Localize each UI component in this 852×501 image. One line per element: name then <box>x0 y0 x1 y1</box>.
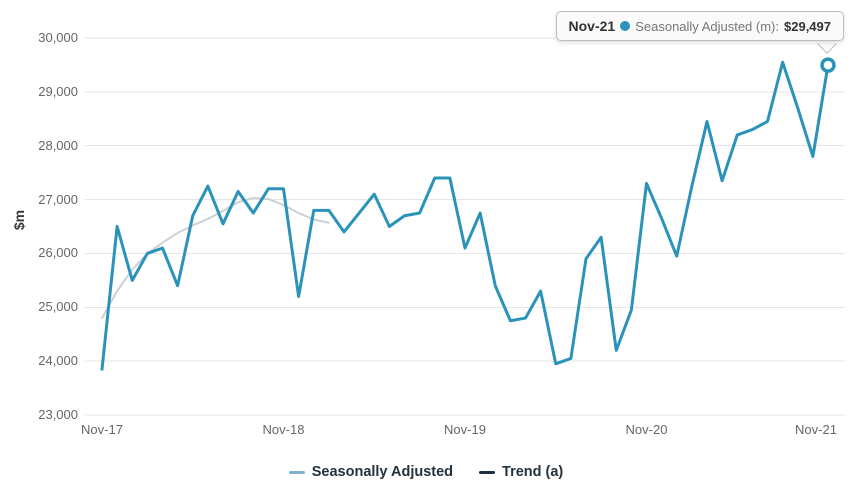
x-tick-label: Nov-17 <box>81 422 123 437</box>
y-tick-label: 30,000 <box>38 30 78 45</box>
legend: Seasonally Adjusted Trend (a) <box>0 464 852 480</box>
x-tick-label: Nov-19 <box>444 422 486 437</box>
seasonally-adjusted-line-swatch-icon <box>288 470 305 474</box>
y-tick-label: 23,000 <box>38 407 78 422</box>
tooltip-value: $29,497 <box>784 18 831 34</box>
tooltip: Nov-21 Seasonally Adjusted (m): $29,497 <box>555 11 844 41</box>
y-tick-label: 28,000 <box>38 137 78 153</box>
legend-label: Trend (a) <box>502 464 564 480</box>
x-tick-label: Nov-20 <box>625 422 668 437</box>
legend-item-trend[interactable]: Trend (a) <box>479 464 563 480</box>
tooltip-series-label: Seasonally Adjusted (m): <box>635 18 779 34</box>
x-tick-label: Nov-18 <box>262 422 305 437</box>
x-tick-label: Nov-21 <box>795 422 837 437</box>
legend-label: Seasonally Adjusted <box>311 464 454 480</box>
legend-item-seasonally-adjusted[interactable]: Seasonally Adjusted <box>288 464 454 480</box>
hover-marker[interactable] <box>820 57 836 73</box>
y-tick-label: 26,000 <box>38 245 78 261</box>
trend-line-swatch-icon <box>479 470 496 474</box>
tooltip-date: Nov-21 <box>568 18 616 34</box>
trend-line[interactable] <box>101 196 330 320</box>
seasonally-adjusted-line[interactable] <box>100 60 830 371</box>
y-tick-label: 24,000 <box>38 353 78 369</box>
y-axis-title: $m <box>11 209 27 231</box>
y-tick-label: 27,000 <box>38 191 78 207</box>
y-tick-label: 29,000 <box>38 83 78 99</box>
series-dot-icon <box>620 21 631 31</box>
y-tick-label: 25,000 <box>38 299 78 315</box>
